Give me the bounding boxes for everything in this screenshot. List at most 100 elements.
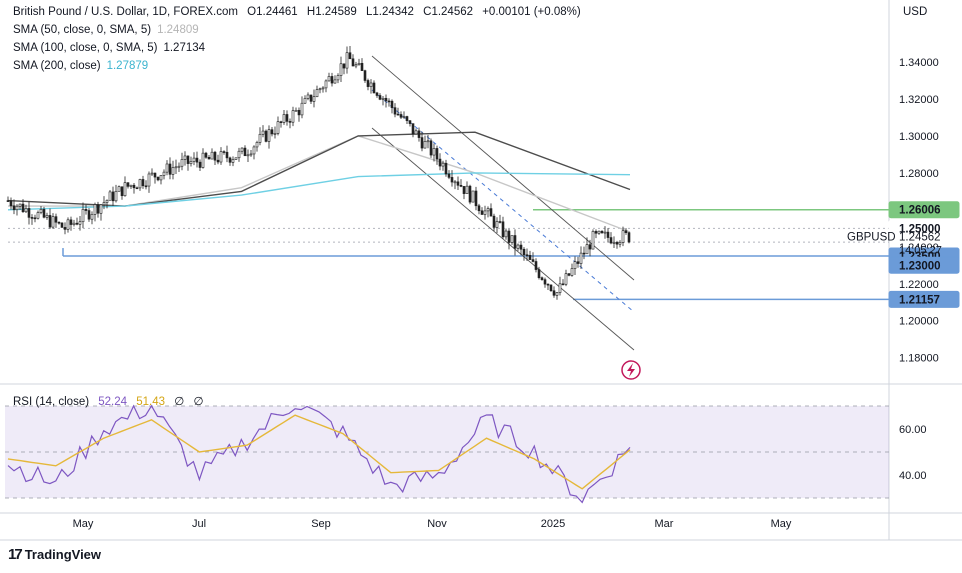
candle-body <box>597 230 601 234</box>
candle-body <box>285 114 289 122</box>
candle-body <box>468 185 472 203</box>
candle-body <box>330 76 334 84</box>
candle-body <box>96 204 100 214</box>
candle-body <box>435 148 439 160</box>
candle-body <box>153 172 157 178</box>
candle-body <box>603 231 607 234</box>
channel-mid-line <box>371 89 635 313</box>
candle-body <box>51 216 55 228</box>
candle-body <box>177 165 181 168</box>
candle-body <box>48 215 52 228</box>
sma50-label: SMA (50, close, 0, SMA, 5) <box>13 24 152 36</box>
sma50-legend[interactable]: SMA (50, close, 0, SMA, 5) 1.24809 <box>13 24 205 36</box>
candle-body <box>264 130 268 142</box>
candle-body <box>405 116 409 121</box>
candle-body <box>474 190 478 207</box>
candle-body <box>174 166 178 169</box>
candle-body <box>567 273 571 276</box>
candle-body <box>219 151 223 163</box>
candle-body <box>495 221 499 228</box>
candle-body <box>456 181 460 186</box>
rsi-legend[interactable]: RSI (14, close) 52.24 51.43 ∅ ∅ <box>13 394 210 408</box>
candle-body <box>36 212 40 219</box>
candle-body <box>543 279 547 285</box>
candle-body <box>294 110 298 112</box>
candle-body <box>165 163 169 173</box>
candle-body <box>555 292 559 296</box>
candle-body <box>69 219 73 225</box>
candle-body <box>477 205 481 212</box>
candle-body <box>408 120 412 124</box>
tradingview-brand[interactable]: 17 TradingView <box>8 546 101 563</box>
sma100-label: SMA (100, close, 0, SMA, 5) <box>13 42 158 54</box>
symbol-title[interactable]: British Pound / U.S. Dollar, 1D, FOREX.c… <box>13 6 238 18</box>
candle-body <box>249 153 253 156</box>
candle-body <box>126 182 130 187</box>
candle-body <box>522 248 526 256</box>
candle-body <box>162 171 166 176</box>
time-tick-label: Nov <box>427 518 447 530</box>
candle-body <box>465 185 469 194</box>
time-tick-label: Sep <box>311 518 331 530</box>
candle-body <box>279 121 283 123</box>
ohlc-high: H1.24589 <box>306 6 357 18</box>
candle-body <box>615 242 619 245</box>
candle-body <box>381 97 385 100</box>
candle-body <box>459 185 463 187</box>
candle-body <box>450 177 454 183</box>
candle-body <box>195 157 199 163</box>
badge-126006-bg <box>888 201 960 219</box>
candle-body <box>363 70 367 81</box>
candle-body <box>132 184 136 189</box>
candle-body <box>30 217 34 219</box>
candle-body <box>438 158 442 167</box>
currency-label[interactable]: USD <box>903 6 928 18</box>
candle-body <box>117 186 121 192</box>
candle-body <box>444 162 448 175</box>
candle-body <box>300 102 304 116</box>
candle-body <box>336 75 340 81</box>
candle-body <box>345 52 349 69</box>
rsi-label: RSI (14, close) <box>13 396 90 408</box>
candle-body <box>138 179 142 189</box>
candle-body <box>375 92 379 96</box>
sma200-legend[interactable]: SMA (200, close) 1.27879 <box>13 60 154 72</box>
candle-body <box>45 215 49 218</box>
candle-body <box>288 121 292 123</box>
candle-body <box>72 222 76 225</box>
candle-body <box>483 210 487 215</box>
candle-body <box>54 216 58 223</box>
candle-body <box>582 252 586 255</box>
candle-body <box>480 210 484 215</box>
sma100-legend[interactable]: SMA (100, close, 0, SMA, 5) 1.27134 <box>13 42 211 54</box>
candle-body <box>384 97 388 102</box>
badge-123000-bg <box>888 256 960 274</box>
candle-body <box>420 137 424 149</box>
candle-body <box>411 123 415 135</box>
candle-body <box>321 87 325 90</box>
rsi-ma-line <box>7 414 631 490</box>
candle-body <box>78 221 82 225</box>
candle-body <box>354 64 358 67</box>
candle-body <box>528 255 532 260</box>
tradingview-logo-icon: 17 <box>8 546 23 563</box>
candle-body <box>144 185 148 188</box>
candle-body <box>396 113 400 116</box>
rsi-value: 52.24 <box>98 396 128 408</box>
candle-body <box>546 283 550 286</box>
candle-body <box>108 191 112 201</box>
ohlc-open: O1.24461 <box>247 6 298 18</box>
candle-body <box>87 210 91 220</box>
candle-body <box>303 98 307 104</box>
candle-body <box>240 147 244 152</box>
candle-body <box>324 80 328 89</box>
sma100-value: 1.27134 <box>163 42 206 54</box>
candle-body <box>105 199 109 203</box>
candle-body <box>243 147 247 157</box>
price-tick-label: 1.18000 <box>899 353 939 365</box>
candle-body <box>429 140 433 156</box>
rsi-ma-value: 51.43 <box>136 396 166 408</box>
candle-body <box>201 152 205 168</box>
